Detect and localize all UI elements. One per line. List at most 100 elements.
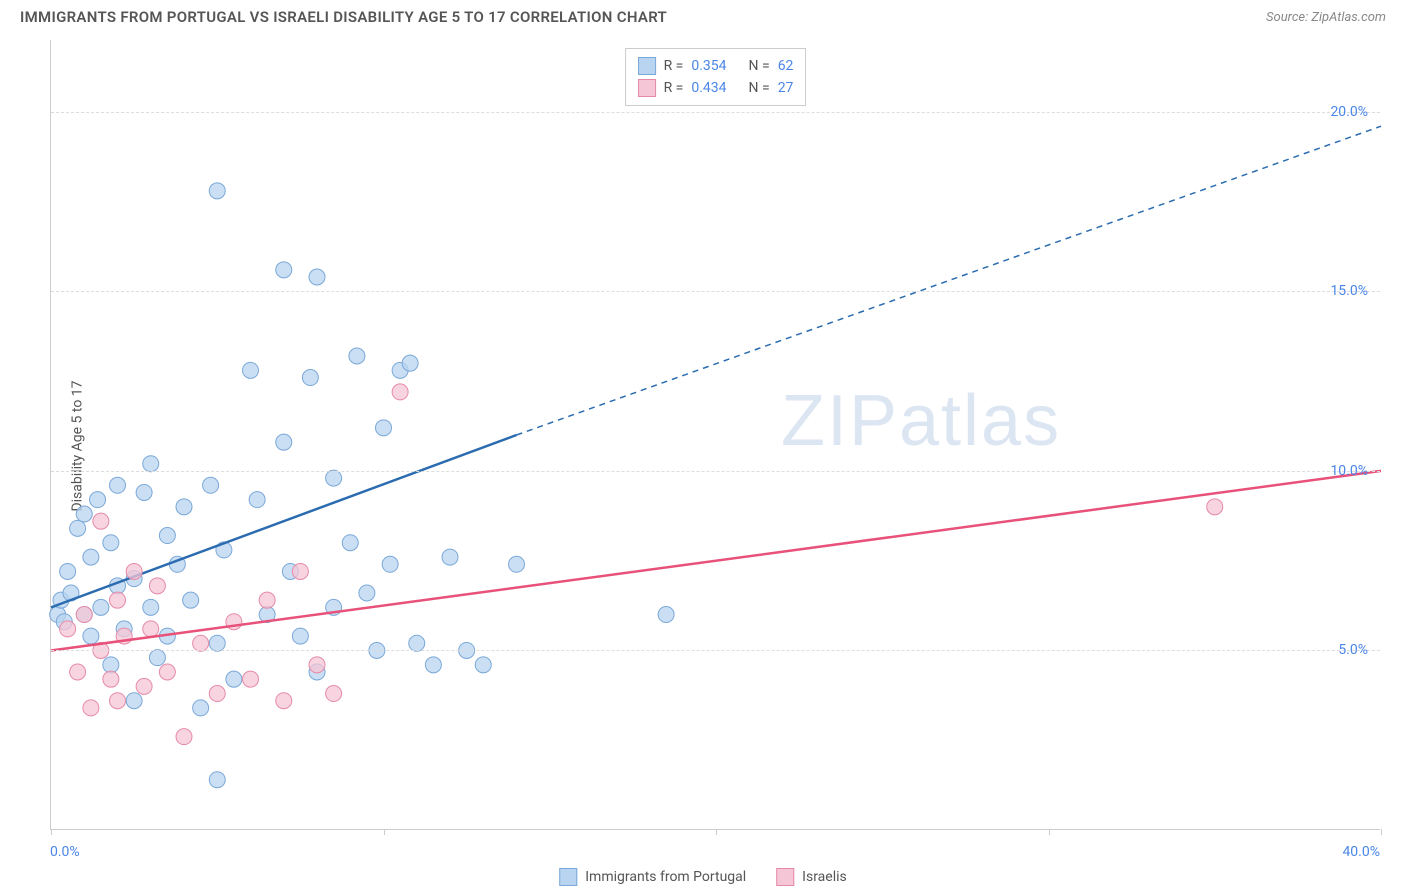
source-attribution: Source: ZipAtlas.com — [1266, 10, 1386, 25]
gridline — [51, 112, 1380, 113]
data-point — [392, 384, 408, 400]
data-point — [83, 549, 99, 565]
data-point — [402, 355, 418, 371]
data-point — [110, 477, 126, 493]
legend-r-value: 0.354 — [691, 55, 726, 77]
chart-plot-area: ZIPatlas R = 0.354N = 62R = 0.434N = 27 … — [50, 40, 1380, 830]
data-point — [1207, 499, 1223, 515]
data-point — [76, 506, 92, 522]
data-point — [110, 592, 126, 608]
data-point — [209, 635, 225, 651]
x-tick — [1381, 829, 1382, 835]
data-point — [143, 599, 159, 615]
legend-swatch-icon — [638, 57, 656, 75]
trend-line-extrapolated — [517, 126, 1382, 435]
correlation-legend: R = 0.354 N = 62 R = 0.434 N = 27 — [625, 48, 807, 106]
data-point — [193, 635, 209, 651]
x-tick — [716, 829, 717, 835]
data-point — [103, 671, 119, 687]
y-tick-label: 10.0% — [1330, 463, 1368, 479]
legend-row: R = 0.434 N = 27 — [638, 77, 794, 99]
data-point — [326, 686, 342, 702]
data-point — [658, 607, 674, 623]
data-point — [226, 671, 242, 687]
data-point — [292, 563, 308, 579]
legend-n-label: N = — [749, 55, 770, 77]
data-point — [103, 657, 119, 673]
data-point — [376, 420, 392, 436]
legend-swatch-icon — [638, 79, 656, 97]
y-tick-label: 20.0% — [1330, 104, 1368, 120]
data-point — [409, 635, 425, 651]
data-point — [276, 693, 292, 709]
data-point — [136, 484, 152, 500]
data-point — [425, 657, 441, 673]
legend-item: Israelis — [776, 868, 847, 886]
data-point — [93, 513, 109, 529]
data-point — [70, 520, 86, 536]
data-point — [292, 628, 308, 644]
data-point — [110, 693, 126, 709]
data-point — [209, 772, 225, 788]
data-point — [209, 686, 225, 702]
data-point — [176, 499, 192, 515]
legend-row: R = 0.354 N = 62 — [638, 55, 794, 77]
data-point — [149, 650, 165, 666]
legend-n-label: N = — [749, 77, 770, 99]
data-point — [382, 556, 398, 572]
data-point — [276, 434, 292, 450]
gridline — [51, 291, 1380, 292]
data-point — [70, 664, 86, 680]
data-point — [203, 477, 219, 493]
data-point — [309, 269, 325, 285]
legend-r-label: R = — [664, 77, 684, 99]
series-legend: Immigrants from Portugal Israelis — [559, 868, 847, 886]
scatter-plot-svg — [51, 40, 1380, 829]
data-point — [276, 262, 292, 278]
data-point — [90, 492, 106, 508]
y-tick-label: 5.0% — [1338, 642, 1368, 658]
trend-line — [51, 435, 517, 607]
y-tick-label: 15.0% — [1330, 283, 1368, 299]
legend-swatch-icon — [776, 868, 794, 886]
data-point — [126, 693, 142, 709]
data-point — [243, 362, 259, 378]
data-point — [126, 563, 142, 579]
data-point — [326, 470, 342, 486]
data-point — [193, 700, 209, 716]
x-tick-label: 0.0% — [50, 844, 80, 860]
data-point — [509, 556, 525, 572]
data-point — [60, 563, 76, 579]
x-tick-label: 40.0% — [1342, 844, 1380, 860]
legend-n-value: 62 — [778, 55, 794, 77]
data-point — [93, 599, 109, 615]
gridline — [51, 471, 1380, 472]
data-point — [359, 585, 375, 601]
data-point — [76, 607, 92, 623]
x-tick — [51, 829, 52, 835]
data-point — [60, 621, 76, 637]
data-point — [475, 657, 491, 673]
data-point — [83, 700, 99, 716]
data-point — [342, 535, 358, 551]
legend-item: Immigrants from Portugal — [559, 868, 746, 886]
data-point — [83, 628, 99, 644]
data-point — [159, 664, 175, 680]
data-point — [176, 729, 192, 745]
data-point — [209, 183, 225, 199]
legend-r-label: R = — [664, 55, 684, 77]
data-point — [103, 535, 119, 551]
data-point — [183, 592, 199, 608]
data-point — [349, 348, 365, 364]
data-point — [309, 657, 325, 673]
data-point — [259, 592, 275, 608]
x-tick — [1049, 829, 1050, 835]
data-point — [159, 528, 175, 544]
data-point — [249, 492, 265, 508]
x-tick — [384, 829, 385, 835]
data-point — [149, 578, 165, 594]
legend-n-value: 27 — [778, 77, 794, 99]
data-point — [442, 549, 458, 565]
legend-r-value: 0.434 — [691, 77, 726, 99]
data-point — [143, 621, 159, 637]
